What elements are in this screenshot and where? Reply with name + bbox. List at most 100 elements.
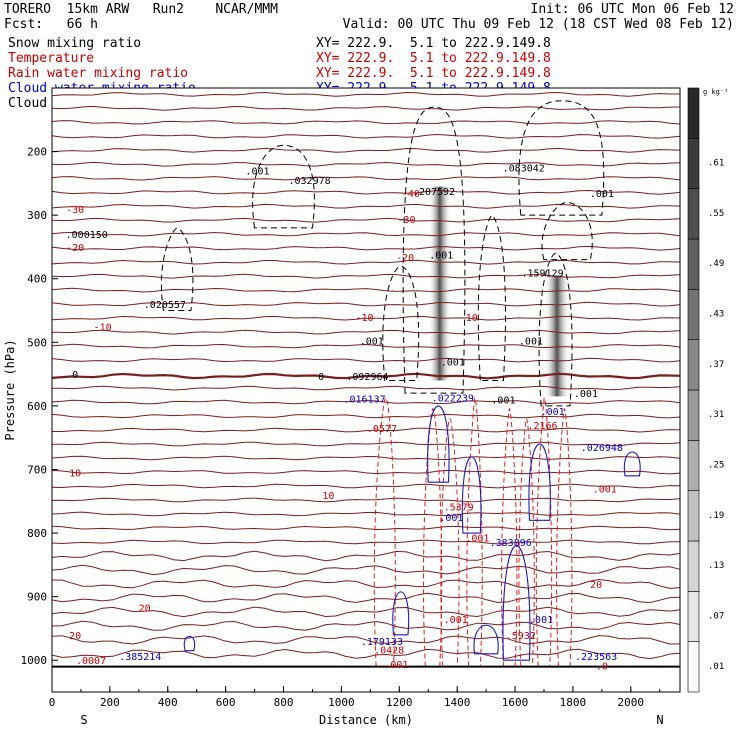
y-tick-label: 500 [27, 336, 47, 349]
extremum-label: .001 [541, 407, 565, 418]
colorbar-label: .43 [708, 310, 724, 320]
cloud-water-contour [392, 591, 410, 636]
isotherm-line [51, 259, 681, 265]
isotherm-line [51, 301, 681, 307]
snow-contour [382, 265, 420, 381]
x-tick-label: 1600 [502, 696, 529, 709]
isotherm-line [51, 176, 681, 181]
field-range: XY= 222.9. 5.1 to 222.9.149.8 [316, 51, 551, 66]
endpoint-north: N [656, 713, 663, 727]
extremum-label: .001 [360, 336, 384, 347]
extremum-label: .383896 [490, 538, 532, 549]
cloud-water-contour [461, 456, 482, 534]
extremum-label: .0 [596, 661, 608, 672]
cloud-water-contour [183, 635, 196, 652]
ice-column-shading [428, 186, 452, 381]
isotherm-line [51, 648, 681, 660]
field-range: XY= 222.9. 5.1 to 222.9.149.8 [316, 66, 551, 81]
isotherm-line [51, 511, 681, 517]
valid-time: Valid: 00 UTC Thu 09 Feb 12 (18 CST Wed … [342, 17, 734, 32]
extremum-label: .001 [439, 513, 463, 524]
extremum-label: .001 [574, 389, 598, 400]
isotherm-label: -20 [396, 253, 414, 264]
field-name: Temperature [8, 51, 95, 66]
isotherm-line [51, 525, 681, 531]
extremum-label: .001 [384, 660, 408, 671]
y-tick-label: 900 [27, 591, 47, 604]
y-tick-label: 400 [27, 273, 47, 286]
plot-frame [51, 87, 681, 693]
extremum-label: .385214 [119, 652, 161, 663]
cloud-water-contour [528, 443, 551, 521]
field-name: Rain water mixing ratio [8, 66, 189, 81]
extremum-label: .016137 [343, 394, 385, 405]
rain-contour [518, 418, 535, 667]
extremum-label: .022239 [432, 394, 474, 405]
isotherm-line [51, 441, 681, 447]
extremum-label: .083042 [503, 163, 545, 174]
snow-contour [518, 100, 605, 216]
ice-column-shading [543, 275, 571, 397]
isotherm-line [51, 455, 681, 461]
isotherm-line [51, 287, 681, 293]
isotherm-line [51, 161, 681, 167]
x-tick-label: 600 [216, 696, 236, 709]
colorbar-bin [687, 490, 700, 542]
isotherm-label: -30 [66, 205, 84, 216]
extremum-label: .207592 [413, 187, 455, 198]
colorbar-bin [687, 641, 700, 693]
field-range: XY= 222.9. 5.1 to 222.9.149.8 [316, 36, 551, 51]
extremum-label: .001 [444, 615, 468, 626]
isotherm-line [51, 203, 681, 209]
x-tick-label: 1000 [328, 696, 355, 709]
isotherm-line [51, 497, 681, 503]
snow-contour [538, 252, 573, 407]
isotherm-line [51, 120, 681, 125]
isotherm-line [51, 592, 681, 604]
isotherm-label: -20 [66, 243, 84, 254]
isotherm-line [51, 539, 680, 545]
isotherm-line [51, 469, 681, 475]
colorbar-label: .55 [708, 209, 724, 219]
isotherm-line [51, 189, 681, 195]
isotherm-label: 20 [69, 631, 81, 642]
extremum-label: .5932 [506, 631, 536, 642]
colorbar-bin [687, 339, 700, 391]
isotherm-label: 20 [139, 603, 151, 614]
x-tick-label: 1400 [444, 696, 471, 709]
forecast-hour: Fcst: 66 h [4, 17, 98, 32]
x-tick-label: 200 [100, 696, 120, 709]
x-tick-label: 0 [49, 696, 56, 709]
extremum-label: .001 [441, 357, 465, 368]
colorbar-bin [687, 440, 700, 491]
isotherm-line [52, 427, 681, 433]
isotherm-line [51, 413, 681, 419]
cloud-water-contour [427, 405, 450, 483]
x-axis-label: Distance (km) [319, 713, 413, 727]
extremum-label: .159129 [521, 268, 563, 279]
isotherm-line [51, 564, 681, 576]
rain-contour [556, 408, 573, 667]
colorbar-label: .07 [708, 612, 724, 622]
snow-contour [402, 106, 466, 394]
extremum-label: .0007 [76, 656, 106, 667]
isotherm-line [51, 105, 681, 111]
colorbar-label: .61 [708, 159, 724, 169]
init-time: Init: 06 UTC Mon 06 Feb 12 [530, 2, 735, 17]
y-tick-label: 200 [27, 146, 47, 159]
isotherm-line [51, 635, 681, 645]
rain-contour [535, 397, 553, 667]
y-tick-label: 700 [27, 463, 47, 476]
colorbar-label: .49 [708, 259, 724, 269]
extremum-label: .001 [590, 189, 614, 200]
isotherm-line [51, 620, 681, 631]
isotherm-line [51, 329, 681, 335]
isotherm-line [51, 606, 681, 618]
extremum-label: .0428 [374, 645, 404, 656]
y-tick-label: 1000 [21, 654, 48, 667]
colorbar-bin [687, 389, 700, 441]
y-tick-label: 800 [27, 527, 47, 540]
isotherm-line [51, 147, 681, 153]
isotherm-label: -10 [460, 313, 478, 324]
